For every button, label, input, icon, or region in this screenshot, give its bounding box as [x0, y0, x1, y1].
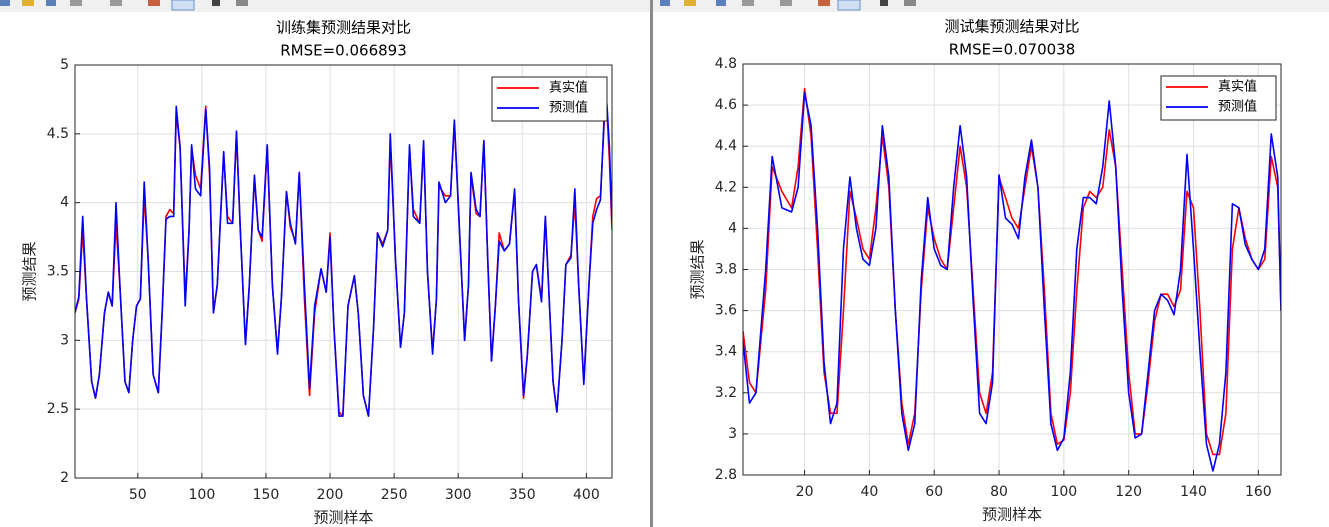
x-tick-label: 20 [796, 484, 814, 500]
y-tick-label: 2.8 [715, 467, 737, 483]
y-tick-label: 4.6 [715, 97, 737, 113]
tool-icon[interactable] [212, 0, 220, 6]
chart-subtitle: RMSE=0.066893 [280, 42, 407, 60]
axes-box [74, 64, 613, 479]
x-tick-label: 60 [925, 484, 943, 500]
y-tick-label: 4 [60, 195, 69, 211]
y-tick-label: 4.2 [715, 179, 737, 195]
tool-icon[interactable] [236, 0, 248, 6]
x-tick-label: 250 [381, 487, 408, 503]
legend-label: 预测值 [1218, 99, 1257, 115]
tool-icon[interactable] [0, 0, 10, 6]
x-tick-label: 40 [860, 484, 878, 500]
chart-title: 训练集预测结果对比 [276, 19, 411, 37]
chart-title: 测试集预测结果对比 [944, 18, 1079, 36]
x-tick-label: 100 [189, 487, 216, 503]
y-tick-label: 3.4 [715, 344, 737, 360]
y-tick-label: 4.4 [715, 138, 737, 154]
y-tick-label: 2 [60, 470, 69, 486]
toolbar [653, 0, 1329, 12]
series-group [743, 87, 1281, 472]
y-axis-label: 预测结果 [21, 241, 39, 301]
legend-label: 真实值 [549, 80, 588, 96]
tool-icon[interactable] [46, 0, 56, 6]
y-tick-label: 3.6 [715, 303, 737, 319]
x-axis-label: 预测样本 [982, 506, 1042, 524]
y-tick-label: 3.5 [47, 264, 69, 280]
y-tick-label: 5 [60, 57, 69, 73]
x-axis-label: 预测样本 [313, 509, 373, 527]
legend-label: 真实值 [1218, 79, 1257, 95]
legend-box [491, 76, 608, 122]
window-border [650, 0, 653, 527]
series-group [75, 102, 612, 417]
tool-icon[interactable] [110, 0, 122, 6]
toolbar [0, 0, 650, 12]
x-tick-label: 50 [129, 487, 147, 503]
tool-icon[interactable] [148, 0, 160, 6]
x-tick-label: 140 [1180, 484, 1207, 500]
y-tick-label: 3 [728, 426, 737, 442]
y-tick-label: 3.8 [715, 262, 737, 278]
toolbar-icons [0, 0, 916, 11]
y-tick-label: 4 [728, 220, 737, 236]
x-tick-label: 100 [1050, 484, 1077, 500]
tool-icon[interactable] [818, 0, 830, 6]
x-tick-label: 150 [253, 487, 280, 503]
y-tick-label: 3 [60, 332, 69, 348]
y-axis-label: 预测结果 [689, 239, 707, 299]
data-line [743, 91, 1281, 472]
x-tick-label: 160 [1245, 484, 1272, 500]
tool-icon[interactable] [171, 0, 195, 11]
tool-icon[interactable] [70, 0, 82, 6]
chart: 训练集预测结果对比 RMSE=0.066893 2 2.5 3 3.5 4 4.5 5 50 100… [21, 19, 613, 527]
tool-icon[interactable] [904, 0, 916, 6]
x-tick-label: 400 [573, 487, 600, 503]
y-tick-label: 4.8 [715, 56, 737, 72]
tool-icon[interactable] [22, 0, 34, 6]
tool-icon[interactable] [780, 0, 792, 6]
data-line [75, 102, 612, 417]
y-tick-label: 4.5 [47, 126, 69, 142]
tool-icon[interactable] [684, 0, 696, 6]
x-tick-label: 120 [1115, 484, 1142, 500]
x-tick-label: 300 [445, 487, 472, 503]
legend-label: 预测值 [549, 100, 588, 116]
tool-icon[interactable] [660, 0, 670, 6]
y-tick-label: 3.2 [715, 385, 737, 401]
axes-box [742, 63, 1282, 476]
x-tick-label: 350 [509, 487, 536, 503]
chart: 测试集预测结果对比 RMSE=0.070038 2.8 3 3.2 3.4 3.6 3.8 4 4… [689, 18, 1282, 524]
y-tick-label: 2.5 [47, 401, 69, 417]
tool-icon[interactable] [880, 0, 888, 6]
x-tick-label: 200 [317, 487, 344, 503]
chart-subtitle: RMSE=0.070038 [949, 41, 1076, 59]
legend-box [1160, 75, 1277, 121]
tool-icon[interactable] [742, 0, 754, 6]
tool-icon[interactable] [716, 0, 726, 6]
data-line [743, 87, 1281, 456]
tool-icon[interactable] [837, 0, 861, 11]
x-tick-label: 80 [990, 484, 1008, 500]
